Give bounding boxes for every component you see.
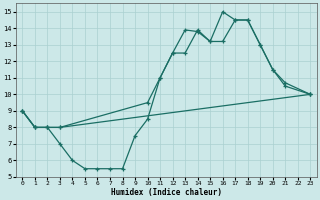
X-axis label: Humidex (Indice chaleur): Humidex (Indice chaleur) (111, 188, 222, 197)
